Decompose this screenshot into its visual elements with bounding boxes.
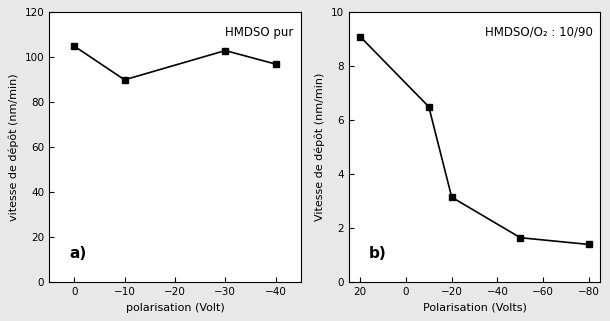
Text: a): a) <box>69 246 87 261</box>
Y-axis label: vitesse de dépôt (nm/min): vitesse de dépôt (nm/min) <box>9 74 19 221</box>
X-axis label: polarisation (Volt): polarisation (Volt) <box>126 303 224 313</box>
X-axis label: Polarisation (Volts): Polarisation (Volts) <box>423 303 526 313</box>
Text: HMDSO pur: HMDSO pur <box>225 26 293 39</box>
Text: b): b) <box>369 246 387 261</box>
Text: HMDSO/O₂ : 10/90: HMDSO/O₂ : 10/90 <box>485 26 593 39</box>
Y-axis label: Vitesse de dépôt (nm/min): Vitesse de dépôt (nm/min) <box>315 73 325 221</box>
